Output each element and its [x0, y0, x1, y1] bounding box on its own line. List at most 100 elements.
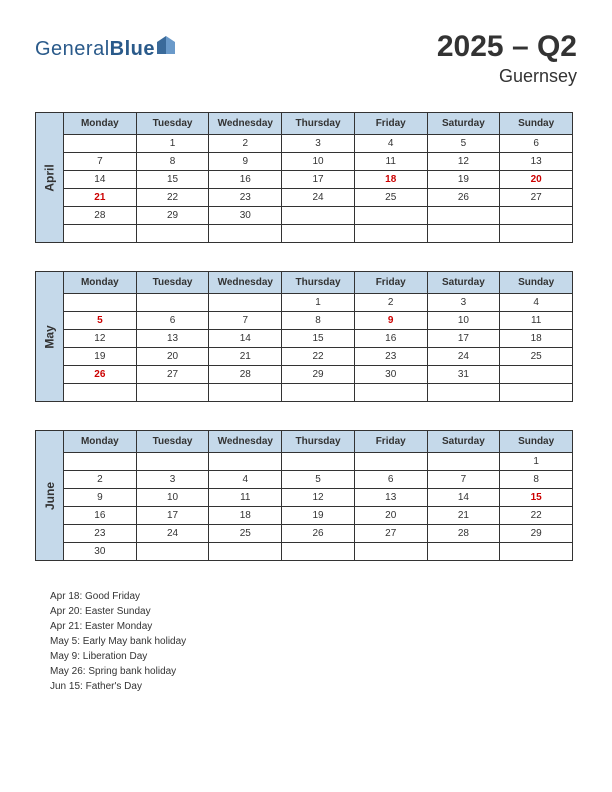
day-header: Sunday	[500, 431, 573, 453]
calendar-cell: 7	[64, 153, 137, 171]
calendar-cell: 1	[500, 453, 573, 471]
calendar-cell: 16	[64, 507, 137, 525]
calendar-cell: 2	[64, 471, 137, 489]
calendar-cell: 8	[500, 471, 573, 489]
calendar-row	[64, 225, 573, 243]
calendar-row: 123456	[64, 135, 573, 153]
calendar-cell	[354, 384, 427, 402]
month-label: April	[43, 164, 57, 191]
holiday-list: Apr 18: Good FridayApr 20: Easter Sunday…	[35, 589, 577, 694]
calendar-april: April MondayTuesdayWednesdayThursdayFrida…	[35, 112, 577, 243]
calendar-cell: 7	[209, 312, 282, 330]
header: GeneralBlue 2025 – Q2 Guernsey	[35, 30, 577, 87]
day-header: Thursday	[282, 113, 355, 135]
calendar-cell: 20	[354, 507, 427, 525]
calendar-cell: 13	[500, 153, 573, 171]
calendar-cell: 21	[427, 507, 500, 525]
month-label: May	[43, 325, 57, 348]
calendar-cell: 19	[64, 348, 137, 366]
calendar-may: May MondayTuesdayWednesdayThursdayFridayS…	[35, 271, 577, 402]
calendar-table: MondayTuesdayWednesdayThursdayFridaySatu…	[63, 271, 573, 402]
logo: GeneralBlue	[35, 30, 175, 61]
calendar-cell: 15	[282, 330, 355, 348]
calendar-cell: 31	[427, 366, 500, 384]
calendar-cell: 20	[136, 348, 209, 366]
calendar-cell: 30	[354, 366, 427, 384]
calendar-row: 1	[64, 453, 573, 471]
calendar-cell	[354, 207, 427, 225]
day-header: Saturday	[427, 431, 500, 453]
calendar-cell: 11	[500, 312, 573, 330]
day-header: Saturday	[427, 272, 500, 294]
calendar-cell: 25	[500, 348, 573, 366]
day-header: Monday	[64, 431, 137, 453]
calendar-cell	[209, 294, 282, 312]
calendar-cell: 17	[136, 507, 209, 525]
calendar-cell: 6	[136, 312, 209, 330]
calendar-cell: 10	[282, 153, 355, 171]
calendar-cell	[209, 453, 282, 471]
calendar-cell: 2	[209, 135, 282, 153]
calendar-cell: 18	[209, 507, 282, 525]
calendar-cell: 17	[282, 171, 355, 189]
holiday-entry: May 9: Liberation Day	[50, 649, 577, 664]
calendar-cell	[354, 225, 427, 243]
calendar-cell	[209, 543, 282, 561]
calendar-table: MondayTuesdayWednesdayThursdayFridaySatu…	[63, 112, 573, 243]
calendar-row: 2345678	[64, 471, 573, 489]
calendar-cell: 25	[354, 189, 427, 207]
day-header: Saturday	[427, 113, 500, 135]
day-header: Thursday	[282, 272, 355, 294]
calendar-cell	[136, 453, 209, 471]
logo-icon	[157, 36, 175, 54]
calendar-cell: 24	[136, 525, 209, 543]
day-header: Friday	[354, 113, 427, 135]
holiday-entry: Apr 21: Easter Monday	[50, 619, 577, 634]
calendar-cell: 22	[282, 348, 355, 366]
calendar-cell: 4	[354, 135, 427, 153]
calendar-cell: 19	[427, 171, 500, 189]
calendar-cell: 28	[64, 207, 137, 225]
calendar-row: 30	[64, 543, 573, 561]
title-block: 2025 – Q2 Guernsey	[437, 30, 577, 87]
calendar-cell: 22	[136, 189, 209, 207]
calendar-cell	[427, 207, 500, 225]
calendar-cell: 6	[500, 135, 573, 153]
holiday-entry: May 26: Spring bank holiday	[50, 664, 577, 679]
calendar-row: 19202122232425	[64, 348, 573, 366]
calendar-cell: 1	[136, 135, 209, 153]
month-label: June	[43, 481, 57, 509]
calendar-cell: 30	[64, 543, 137, 561]
calendars-container: April MondayTuesdayWednesdayThursdayFrida…	[35, 112, 577, 561]
calendar-cell: 24	[427, 348, 500, 366]
calendar-cell: 27	[136, 366, 209, 384]
calendar-cell: 14	[209, 330, 282, 348]
calendar-cell: 9	[209, 153, 282, 171]
calendar-cell: 18	[354, 171, 427, 189]
holiday-entry: May 5: Early May bank holiday	[50, 634, 577, 649]
calendar-cell: 11	[354, 153, 427, 171]
day-header: Friday	[354, 272, 427, 294]
calendar-cell: 5	[427, 135, 500, 153]
calendar-cell: 7	[427, 471, 500, 489]
calendar-cell: 21	[209, 348, 282, 366]
calendar-cell: 15	[136, 171, 209, 189]
calendar-cell: 8	[136, 153, 209, 171]
day-header: Wednesday	[209, 431, 282, 453]
calendar-row: 16171819202122	[64, 507, 573, 525]
calendar-cell	[64, 453, 137, 471]
calendar-cell: 16	[209, 171, 282, 189]
day-header: Thursday	[282, 431, 355, 453]
calendar-cell: 23	[209, 189, 282, 207]
calendar-cell: 5	[64, 312, 137, 330]
calendar-cell: 28	[209, 366, 282, 384]
calendar-cell: 10	[427, 312, 500, 330]
calendar-row: 567891011	[64, 312, 573, 330]
calendar-cell: 21	[64, 189, 137, 207]
calendar-cell	[136, 543, 209, 561]
calendar-cell	[64, 225, 137, 243]
calendar-cell	[282, 207, 355, 225]
calendar-cell: 14	[427, 489, 500, 507]
day-header: Sunday	[500, 272, 573, 294]
calendar-cell: 9	[64, 489, 137, 507]
